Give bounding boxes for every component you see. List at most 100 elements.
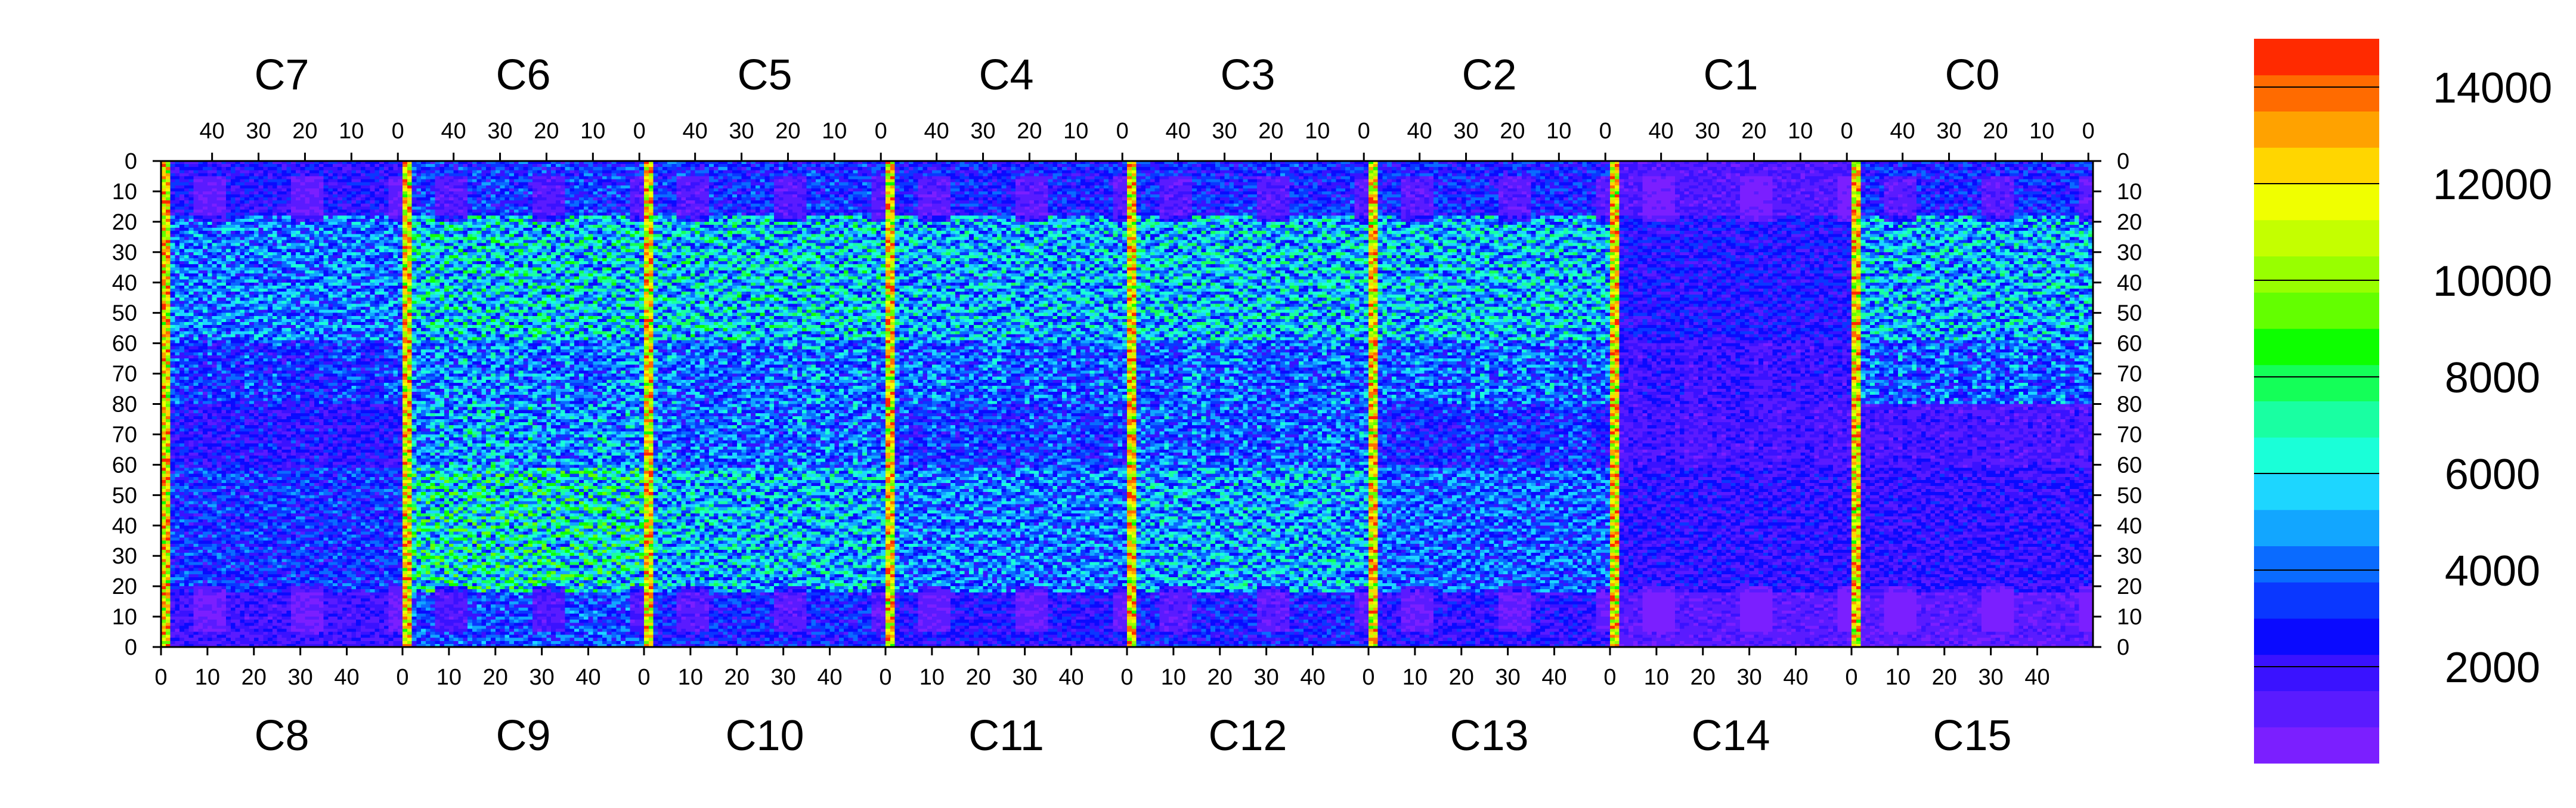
colorbar-segment [2254, 329, 2379, 366]
colorbar-segment [2254, 727, 2379, 764]
chip-hitmap [1127, 161, 1368, 404]
x-tick-label-bottom: 30 [1496, 665, 1521, 690]
x-tick-label-bottom: 30 [1737, 665, 1762, 690]
colorbar-tick-label: 4000 [2445, 547, 2540, 595]
colorbar-segment [2254, 618, 2379, 655]
x-tick-label-bottom: 10 [919, 665, 945, 690]
x-tick-label-top: 40 [1649, 119, 1674, 144]
y-tick-label-left: 30 [112, 544, 137, 569]
colorbar-segment [2254, 401, 2379, 438]
y-tick-label-right: 30 [2117, 240, 2142, 265]
chip-label-c9: C9 [496, 712, 550, 760]
colorbar-tick-label: 12000 [2433, 161, 2552, 209]
x-tick-label-top: 20 [292, 119, 317, 144]
axes: C7 C6 C5 C4 C3 C2 C1 C0 C8 C9 C10 C11 C12 C13 C14 C15 40… [112, 51, 2142, 760]
colorbar-segment [2254, 654, 2379, 691]
x-tick-label-top: 0 [1116, 119, 1129, 144]
x-tick-label-top: 40 [924, 119, 949, 144]
x-tick-label-top: 20 [1983, 119, 2008, 144]
x-tick-label-bottom: 20 [1690, 665, 1716, 690]
x-tick-label-bottom: 30 [1979, 665, 2004, 690]
colorbar-segment [2254, 437, 2379, 474]
y-tick-label-left: 60 [112, 453, 137, 478]
x-tick-label-top: 40 [683, 119, 708, 144]
x-tick-label-top: 30 [1695, 119, 1720, 144]
x-tick-label-top: 10 [580, 119, 605, 144]
chip-label-c6: C6 [496, 51, 550, 99]
x-tick-label-bottom: 0 [879, 665, 891, 690]
y-tick-label-left: 10 [112, 605, 137, 630]
heatmap-plot [161, 161, 2093, 647]
y-tick-label-left: 70 [112, 422, 137, 447]
x-tick-label-top: 30 [1936, 119, 1961, 144]
x-tick-label-top: 0 [633, 119, 646, 144]
y-tick-label-left: 0 [125, 149, 137, 174]
chip-label-c7: C7 [254, 51, 309, 99]
y-tick-label-right: 20 [2117, 210, 2142, 235]
x-tick-label-bottom: 30 [771, 665, 796, 690]
x-tick-label-bottom: 40 [2024, 665, 2049, 690]
y-tick-label-right: 0 [2117, 149, 2129, 174]
y-tick-label-left: 50 [112, 483, 137, 508]
x-tick-label-bottom: 10 [1402, 665, 1428, 690]
y-tick-label-left: 40 [112, 271, 137, 296]
x-tick-label-top: 40 [1890, 119, 1915, 144]
chip-hitmap [161, 161, 402, 404]
x-tick-label-top: 0 [2082, 119, 2095, 144]
chip-hitmap [1610, 404, 1852, 647]
colorbar-tick-label: 10000 [2433, 258, 2552, 305]
x-tick-label-top: 30 [970, 119, 995, 144]
y-tick-label-right: 30 [2117, 544, 2142, 569]
chip-hitmap [1852, 161, 2093, 404]
x-tick-label-top: 30 [246, 119, 271, 144]
x-tick-label-bottom: 20 [483, 665, 508, 690]
x-tick-label-top: 20 [1258, 119, 1283, 144]
x-tick-label-top: 10 [1788, 119, 1813, 144]
y-tick-label-left: 30 [112, 240, 137, 265]
colorbar-segment [2254, 256, 2379, 293]
x-tick-label-top: 30 [729, 119, 754, 144]
x-tick-label-bottom: 10 [436, 665, 462, 690]
x-tick-label-bottom: 40 [1541, 665, 1566, 690]
x-tick-label-bottom: 30 [288, 665, 313, 690]
y-tick-label-left: 60 [112, 332, 137, 357]
x-tick-label-bottom: 20 [724, 665, 750, 690]
colorbar-segment [2254, 219, 2379, 256]
x-tick-label-top: 10 [1063, 119, 1088, 144]
x-tick-label-top: 10 [2029, 119, 2054, 144]
x-tick-label-bottom: 40 [334, 665, 359, 690]
colorbar-segment [2254, 509, 2379, 546]
x-tick-label-bottom: 0 [396, 665, 408, 690]
y-tick-label-right: 40 [2117, 271, 2142, 296]
colorbar-segment [2254, 75, 2379, 112]
x-tick-label-top: 30 [1453, 119, 1478, 144]
x-tick-label-bottom: 0 [154, 665, 167, 690]
chip-hitmap [161, 404, 402, 647]
chip-label-c0: C0 [1945, 51, 1999, 99]
chip-label-c1: C1 [1703, 51, 1758, 99]
y-tick-label-right: 70 [2117, 362, 2142, 387]
y-tick-label-right: 10 [2117, 179, 2142, 205]
chip-label-c14: C14 [1691, 712, 1770, 760]
x-tick-label-top: 20 [1500, 119, 1525, 144]
y-tick-label-right: 60 [2117, 453, 2142, 478]
x-tick-label-top: 20 [1017, 119, 1042, 144]
x-tick-label-bottom: 0 [637, 665, 650, 690]
x-tick-label-bottom: 40 [1300, 665, 1325, 690]
x-tick-label-top: 20 [534, 119, 559, 144]
colorbar-segment [2254, 582, 2379, 619]
chip-hitmap [886, 161, 1127, 404]
y-tick-label-left: 20 [112, 210, 137, 235]
x-tick-label-bottom: 10 [195, 665, 220, 690]
chip-label-c2: C2 [1462, 51, 1516, 99]
chip-label-c3: C3 [1220, 51, 1275, 99]
y-tick-label-left: 70 [112, 362, 137, 387]
chip-hitmap [1127, 404, 1368, 647]
y-tick-label-left: 80 [112, 392, 137, 417]
chip-label-c5: C5 [737, 51, 792, 99]
chip-label-c8: C8 [254, 712, 309, 760]
x-tick-label-bottom: 0 [1362, 665, 1374, 690]
y-tick-label-right: 60 [2117, 332, 2142, 357]
